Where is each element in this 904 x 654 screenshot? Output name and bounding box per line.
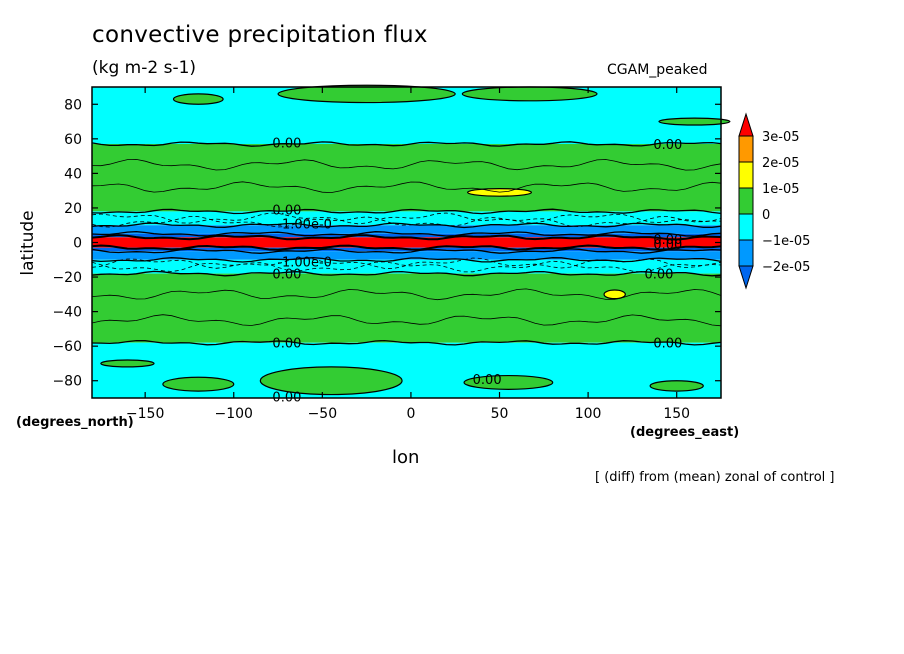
- y-tick-layer: 80 60 40 20 0 −20 −40 −60 −80: [52, 97, 721, 390]
- contour-label-2: 0.00: [272, 204, 301, 219]
- contour-label-3: 0.00: [272, 268, 301, 283]
- blob-10: [100, 359, 155, 368]
- band-3: [92, 225, 721, 234]
- x-tick-label-1: −100: [215, 406, 253, 422]
- y-tick-label-7: −60: [52, 339, 82, 355]
- blob-8: [603, 289, 626, 300]
- contour-label-4: 0.00: [645, 268, 674, 283]
- contour-5: [91, 244, 722, 251]
- band-4: [92, 233, 721, 238]
- y-axis-units: (degrees_north): [16, 415, 134, 430]
- chart-title: convective precipitation flux: [92, 22, 428, 48]
- footnote: [ (diff) from (mean) zonal of control ]: [595, 470, 835, 485]
- contour-inner-4: [91, 212, 722, 225]
- contour-0: [91, 141, 722, 147]
- contour-label-1: 0.00: [653, 138, 682, 153]
- contour-inner-3: [91, 314, 722, 327]
- contour-inner-5: [91, 260, 722, 273]
- contour-layer: [91, 141, 722, 346]
- x-axis-units: (degrees_east): [630, 425, 740, 440]
- blob-1: [461, 86, 598, 102]
- colorbar-segment-1: [738, 135, 754, 163]
- contour-inner-7: [91, 257, 722, 269]
- contour-inner-2: [91, 288, 722, 301]
- x-tick-label-5: 100: [575, 406, 602, 422]
- band-1: [92, 144, 721, 212]
- band-2: [92, 211, 721, 226]
- blob-4: [162, 376, 235, 392]
- contour-1: [91, 208, 722, 215]
- colorbar-label-5: −2e-05: [762, 260, 810, 275]
- x-tick-label-2: −50: [308, 406, 338, 422]
- contour-label-10: 0.00: [653, 238, 682, 253]
- contour-label-12: -1.00e-0: [277, 256, 332, 271]
- blob-3: [259, 366, 403, 396]
- chart-units: (kg m-2 s-1): [92, 58, 197, 78]
- contour-3: [91, 230, 722, 237]
- contour-7: [91, 257, 722, 263]
- contour-label-layer: 0.00 0.000.000.00 0.000.00 0.000.000.000.00…: [272, 136, 682, 405]
- contour-label-7: 0.00: [473, 373, 502, 388]
- contour-label-11: -1.00e-0: [277, 217, 332, 232]
- x-tick-label-4: 50: [491, 406, 509, 422]
- contour-8: [91, 270, 722, 277]
- contour-inner-0: [91, 158, 722, 171]
- y-tick-label-8: −80: [52, 374, 82, 390]
- y-tick-label-2: 40: [64, 166, 82, 182]
- contour-label-6: 0.00: [653, 337, 682, 352]
- band-9: [92, 273, 721, 343]
- colorbar-label-3: 0: [762, 208, 770, 223]
- contour-inner-1: [91, 181, 722, 194]
- y-tick-label-6: −40: [52, 305, 82, 321]
- blob-2: [172, 93, 224, 105]
- contour-4: [91, 234, 722, 241]
- x-tick-layer: −150 −100 −50 0 50 100 150: [126, 87, 690, 422]
- blob-6: [649, 380, 704, 392]
- blob-9: [658, 117, 731, 126]
- contour-label-9: 0.00: [653, 233, 682, 248]
- colorbar-label-4: −1e-05: [762, 234, 810, 249]
- colorbar-segment-4: [738, 213, 754, 241]
- colorbar-segment-3: [738, 187, 754, 215]
- blob-0: [277, 84, 456, 104]
- contour-label-0: 0.00: [272, 136, 301, 151]
- contour-inner-6: [91, 216, 722, 228]
- y-tick-label-3: 20: [64, 201, 82, 217]
- x-axis-label: lon: [392, 447, 420, 468]
- band-8: [92, 259, 721, 274]
- band-7: [92, 251, 721, 260]
- y-tick-label-5: −20: [52, 270, 82, 286]
- colorbar-label-0: 3e-05: [762, 130, 800, 145]
- colorbar: 3e-05 2e-05 1e-05 0 −1e-05 −2e-05: [738, 112, 810, 290]
- colorbar-label-2: 1e-05: [762, 182, 800, 197]
- x-tick-label-3: 0: [406, 406, 415, 422]
- colorbar-segment-5: [738, 239, 754, 267]
- blob-5: [463, 374, 554, 390]
- band-layer: [92, 87, 721, 398]
- contour-label-5: 0.00: [272, 337, 301, 352]
- y-tick-label-0: 80: [64, 97, 82, 113]
- contour-2: [91, 222, 722, 229]
- x-tick-label-6: 150: [663, 406, 690, 422]
- run-name: CGAM_peaked: [607, 62, 708, 78]
- y-tick-label-1: 60: [64, 132, 82, 148]
- colorbar-segment-2: [738, 161, 754, 189]
- colorbar-cap-top: [738, 112, 754, 137]
- colorbar-label-1: 2e-05: [762, 156, 800, 171]
- contour-6: [91, 248, 722, 254]
- y-tick-label-4: 0: [73, 236, 82, 252]
- contour-9: [91, 339, 722, 346]
- x-tick-label-0: −150: [126, 406, 164, 422]
- colorbar-cap-bottom: [738, 265, 754, 290]
- band-5: [92, 237, 721, 248]
